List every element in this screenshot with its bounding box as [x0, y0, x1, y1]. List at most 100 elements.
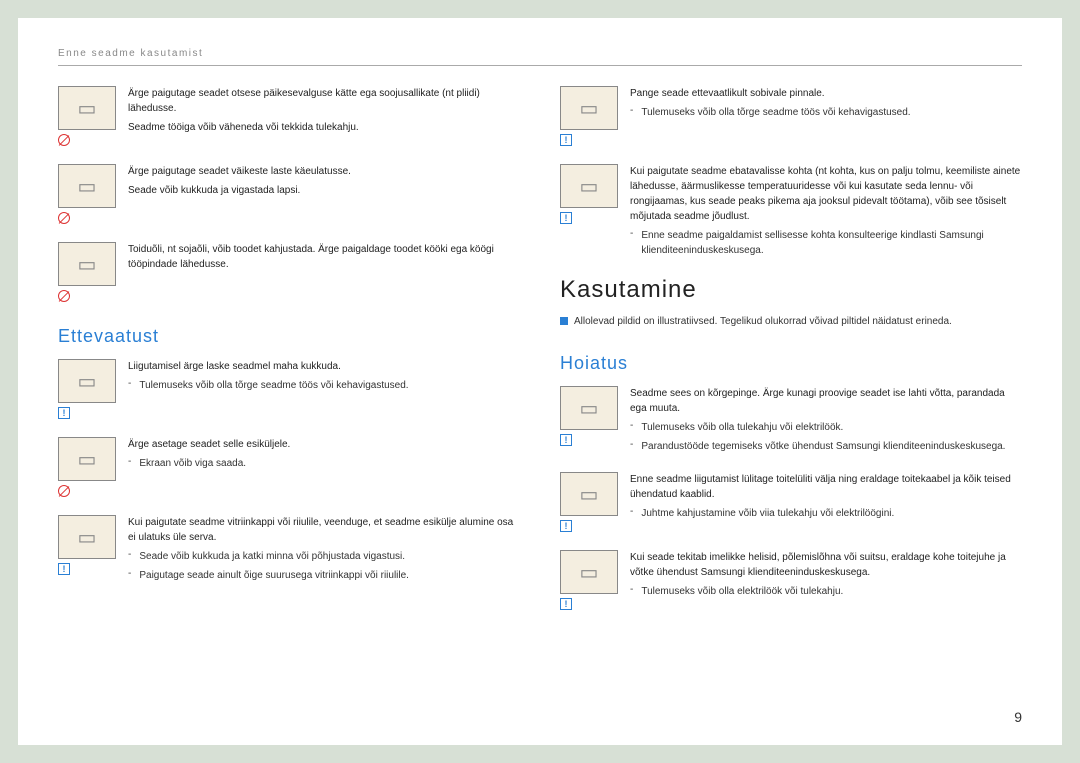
- paragraph: Kui paigutate seadme ebatavalisse kohta …: [630, 164, 1022, 224]
- dash-icon: -: [128, 456, 131, 471]
- paragraph: Ärge paigutage seadet otsese päikesevalg…: [128, 86, 520, 116]
- prohibit-icon: [58, 134, 70, 146]
- illustration-icon: ▭: [58, 86, 116, 130]
- illustration-icon: ▭: [560, 386, 618, 430]
- icon-slot: ▭: [58, 164, 116, 224]
- paragraph: Liigutamisel ärge laske seadmel maha kuk…: [128, 359, 520, 374]
- safety-item: ▭! Liigutamisel ärge laske seadmel maha k…: [58, 359, 520, 419]
- bullet-text: Ekraan võib viga saada.: [139, 456, 246, 471]
- paragraph: Seadme tööiga võib väheneda või tekkida …: [128, 120, 520, 135]
- page-number: 9: [1014, 709, 1022, 725]
- paragraph: Kui paigutate seadme vitriinkappi või ri…: [128, 515, 520, 545]
- caution-heading: Ettevaatust: [58, 326, 520, 347]
- illustration-icon: ▭: [58, 437, 116, 481]
- dash-icon: -: [128, 568, 131, 583]
- bullet: -Parandustööde tegemiseks võtke ühendust…: [630, 439, 1022, 454]
- safety-item: ▭! Seadme sees on kõrgepinge. Ärge kunagi…: [560, 386, 1022, 454]
- safety-item: ▭! Pange seade ettevaatlikult sobivale pi…: [560, 86, 1022, 146]
- item-content: Ärge paigutage seadet väikeste laste käe…: [128, 164, 520, 224]
- illustration-icon: ▭: [560, 164, 618, 208]
- illustration-icon: ▭: [58, 515, 116, 559]
- bullet: -Enne seadme paigaldamist sellisesse koh…: [630, 228, 1022, 258]
- safety-item: ▭! Kui seade tekitab imelikke helisid, põ…: [560, 550, 1022, 610]
- icon-slot: ▭: [58, 242, 116, 302]
- icon-slot: ▭!: [58, 515, 116, 583]
- safety-item: ▭ Ärge paigutage seadet väikeste laste kä…: [58, 164, 520, 224]
- item-content: Seadme sees on kõrgepinge. Ärge kunagi p…: [630, 386, 1022, 454]
- bullet-square-icon: [560, 317, 568, 325]
- page: Enne seadme kasutamist ▭ Ärge paigutage s…: [18, 18, 1062, 745]
- bullet: -Ekraan võib viga saada.: [128, 456, 520, 471]
- safety-item: ▭! Enne seadme liigutamist lülitage toite…: [560, 472, 1022, 532]
- bullet: -Paigutage seade ainult õige suurusega v…: [128, 568, 520, 583]
- prohibit-icon: [58, 212, 70, 224]
- dash-icon: -: [128, 549, 131, 564]
- left-column: ▭ Ärge paigutage seadet otsese päikeseval…: [58, 86, 520, 628]
- illustrative-note: Allolevad pildid on illustratiivsed. Teg…: [560, 314, 1022, 329]
- dash-icon: -: [630, 105, 633, 120]
- bullet-text: Paigutage seade ainult õige suurusega vi…: [139, 568, 409, 583]
- bullet: -Tulemuseks võib olla elektrilöök või tu…: [630, 584, 1022, 599]
- item-content: Pange seade ettevaatlikult sobivale pinn…: [630, 86, 1022, 146]
- icon-slot: ▭!: [560, 164, 618, 258]
- bullet: -Seade võib kukkuda ja katki minna või p…: [128, 549, 520, 564]
- icon-slot: ▭!: [560, 386, 618, 454]
- info-icon: !: [58, 563, 70, 575]
- icon-slot: ▭!: [560, 472, 618, 532]
- illustration-icon: ▭: [560, 86, 618, 130]
- info-icon: !: [560, 598, 572, 610]
- paragraph: Ärge asetage seadet selle esiküljele.: [128, 437, 520, 452]
- paragraph: Toiduõli, nt sojaõli, võib toodet kahjus…: [128, 242, 520, 272]
- paragraph: Kui seade tekitab imelikke helisid, põle…: [630, 550, 1022, 580]
- item-content: Enne seadme liigutamist lülitage toitelü…: [630, 472, 1022, 532]
- icon-slot: ▭!: [58, 359, 116, 419]
- bullet: -Tulemuseks võib olla tõrge seadme töös …: [128, 378, 520, 393]
- illustration-icon: ▭: [560, 472, 618, 516]
- icon-slot: ▭: [58, 86, 116, 146]
- illustration-icon: ▭: [58, 359, 116, 403]
- safety-item: ▭ Toiduõli, nt sojaõli, võib toodet kahju…: [58, 242, 520, 302]
- safety-item: ▭!Kui paigutate seadme ebatavalisse koht…: [560, 164, 1022, 258]
- paragraph: Pange seade ettevaatlikult sobivale pinn…: [630, 86, 1022, 101]
- dash-icon: -: [630, 584, 633, 599]
- warning-heading: Hoiatus: [560, 353, 1022, 374]
- dash-icon: -: [630, 228, 633, 258]
- bullet-text: Tulemuseks võib olla tõrge seadme töös v…: [641, 105, 910, 120]
- bullet-text: Tulemuseks võib olla tulekahju või elekt…: [641, 420, 843, 435]
- item-content: Kui paigutate seadme vitriinkappi või ri…: [128, 515, 520, 583]
- illustration-icon: ▭: [58, 242, 116, 286]
- columns: ▭ Ärge paigutage seadet otsese päikeseval…: [58, 86, 1022, 628]
- right-column: ▭! Pange seade ettevaatlikult sobivale pi…: [560, 86, 1022, 628]
- illustration-icon: ▭: [560, 550, 618, 594]
- item-content: Kui seade tekitab imelikke helisid, põle…: [630, 550, 1022, 610]
- paragraph: Seade võib kukkuda ja vigastada lapsi.: [128, 183, 520, 198]
- bullet: -Juhtme kahjustamine võib viia tulekahju…: [630, 506, 1022, 521]
- illustration-icon: ▭: [58, 164, 116, 208]
- info-icon: !: [58, 407, 70, 419]
- info-icon: !: [560, 212, 572, 224]
- icon-slot: ▭!: [560, 86, 618, 146]
- item-content: Ärge asetage seadet selle esiküljele. -Ek…: [128, 437, 520, 497]
- icon-slot: ▭: [58, 437, 116, 497]
- info-icon: !: [560, 520, 572, 532]
- dash-icon: -: [630, 439, 633, 454]
- safety-item: ▭! Kui paigutate seadme vitriinkappi või …: [58, 515, 520, 583]
- item-content: Kui paigutate seadme ebatavalisse kohta …: [630, 164, 1022, 258]
- paragraph: Seadme sees on kõrgepinge. Ärge kunagi p…: [630, 386, 1022, 416]
- icon-slot: ▭!: [560, 550, 618, 610]
- dash-icon: -: [128, 378, 131, 393]
- item-content: Toiduõli, nt sojaõli, võib toodet kahjus…: [128, 242, 520, 302]
- prohibit-icon: [58, 485, 70, 497]
- page-header: Enne seadme kasutamist: [58, 48, 1022, 66]
- dash-icon: -: [630, 420, 633, 435]
- paragraph: Ärge paigutage seadet väikeste laste käe…: [128, 164, 520, 179]
- info-icon: !: [560, 134, 572, 146]
- bullet-text: Seade võib kukkuda ja katki minna või põ…: [139, 549, 405, 564]
- bullet-text: Enne seadme paigaldamist sellisesse koht…: [641, 228, 1022, 258]
- paragraph: Enne seadme liigutamist lülitage toitelü…: [630, 472, 1022, 502]
- safety-item: ▭ Ärge asetage seadet selle esiküljele. -E…: [58, 437, 520, 497]
- dash-icon: -: [630, 506, 633, 521]
- bullet: -Tulemuseks võib olla tõrge seadme töös …: [630, 105, 1022, 120]
- illustrative-note-text: Allolevad pildid on illustratiivsed. Teg…: [574, 314, 952, 329]
- usage-heading: Kasutamine: [560, 276, 1022, 304]
